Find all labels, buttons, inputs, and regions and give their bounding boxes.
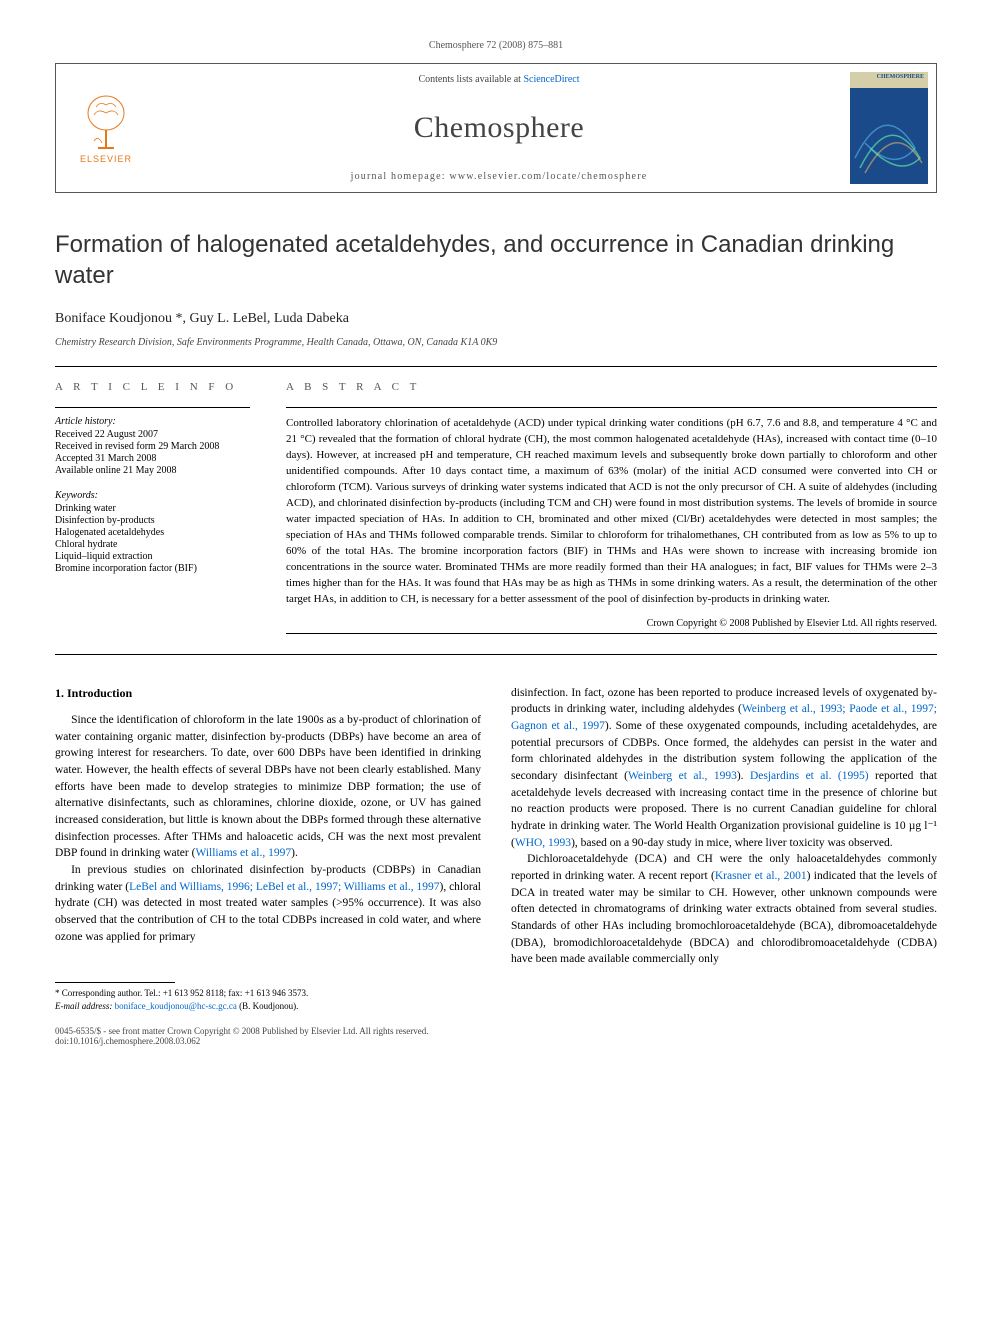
abstract-bottom-divider	[286, 633, 937, 634]
sciencedirect-link[interactable]: ScienceDirect	[523, 74, 579, 85]
footnote-divider	[55, 982, 175, 983]
publisher-logo: ELSEVIER	[56, 64, 156, 192]
history-item: Received in revised form 29 March 2008	[55, 441, 250, 452]
citation-link[interactable]: LeBel and Williams, 1996; LeBel et al., …	[129, 881, 439, 893]
keyword: Halogenated acetaldehydes	[55, 527, 250, 538]
front-matter: 0045-6535/$ - see front matter Crown Cop…	[55, 1026, 937, 1036]
copyright: Crown Copyright © 2008 Published by Else…	[286, 618, 937, 629]
contents-prefix: Contents lists available at	[418, 74, 523, 85]
abstract-label: A B S T R A C T	[286, 381, 937, 393]
cover-swirl-icon	[850, 88, 928, 183]
authors: Boniface Koudjonou *, Guy L. LeBel, Luda…	[55, 311, 937, 327]
citation-link[interactable]: Desjardins et al. (1995)	[750, 770, 869, 782]
body-paragraph: Dichloroacetaldehyde (DCA) and CH were t…	[511, 851, 937, 968]
keyword: Drinking water	[55, 503, 250, 514]
citation-link[interactable]: Williams et al., 1997	[195, 847, 291, 859]
body-paragraph: In previous studies on chlorinated disin…	[55, 862, 481, 945]
keyword: Liquid–liquid extraction	[55, 551, 250, 562]
header-center: Contents lists available at ScienceDirec…	[156, 64, 842, 192]
body-columns: 1. Introduction Since the identification…	[55, 685, 937, 968]
email-link[interactable]: boniface_koudjonou@hc-sc.gc.ca	[115, 1001, 237, 1011]
abstract-text: Controlled laboratory chlorination of ac…	[286, 416, 937, 607]
running-head: Chemosphere 72 (2008) 875–881	[55, 40, 937, 51]
publisher-name: ELSEVIER	[80, 154, 132, 164]
keyword: Chloral hydrate	[55, 539, 250, 550]
history-item: Received 22 August 2007	[55, 429, 250, 440]
journal-homepage: journal homepage: www.elsevier.com/locat…	[351, 171, 648, 182]
divider	[55, 654, 937, 655]
body-paragraph: disinfection. In fact, ozone has been re…	[511, 685, 937, 852]
citation-link[interactable]: WHO, 1993	[515, 837, 571, 849]
journal-header: ELSEVIER Contents lists available at Sci…	[55, 63, 937, 193]
article-title: Formation of halogenated acetaldehydes, …	[55, 229, 937, 291]
email-footnote: E-mail address: boniface_koudjonou@hc-sc…	[55, 1000, 937, 1013]
history-item: Accepted 31 March 2008	[55, 453, 250, 464]
contents-available: Contents lists available at ScienceDirec…	[418, 74, 579, 85]
divider	[55, 366, 937, 367]
intro-heading: 1. Introduction	[55, 685, 481, 702]
affiliation: Chemistry Research Division, Safe Enviro…	[55, 337, 937, 348]
body-paragraph: Since the identification of chloroform i…	[55, 712, 481, 862]
elsevier-tree-icon	[80, 93, 132, 151]
article-info-column: A R T I C L E I N F O Article history: R…	[55, 381, 250, 633]
email-label: E-mail address:	[55, 1001, 112, 1011]
abstract-column: A B S T R A C T Controlled laboratory ch…	[286, 381, 937, 633]
info-divider	[55, 407, 250, 408]
keywords-label: Keywords:	[55, 490, 250, 501]
email-suffix: (B. Koudjonou).	[239, 1001, 298, 1011]
history-item: Available online 21 May 2008	[55, 465, 250, 476]
citation-link[interactable]: Weinberg et al., 1993	[628, 770, 737, 782]
journal-cover-thumb: CHEMOSPHERE	[850, 72, 928, 184]
journal-title: Chemosphere	[414, 111, 584, 145]
corresponding-author: * Corresponding author. Tel.: +1 613 952…	[55, 987, 937, 1000]
cover-label: CHEMOSPHERE	[850, 72, 928, 88]
keyword: Disinfection by-products	[55, 515, 250, 526]
keyword: Bromine incorporation factor (BIF)	[55, 563, 250, 574]
doi: doi:10.1016/j.chemosphere.2008.03.062	[55, 1036, 937, 1046]
citation-link[interactable]: Krasner et al., 2001	[715, 870, 807, 882]
history-label: Article history:	[55, 416, 250, 427]
abstract-divider	[286, 407, 937, 408]
article-info-label: A R T I C L E I N F O	[55, 381, 250, 393]
